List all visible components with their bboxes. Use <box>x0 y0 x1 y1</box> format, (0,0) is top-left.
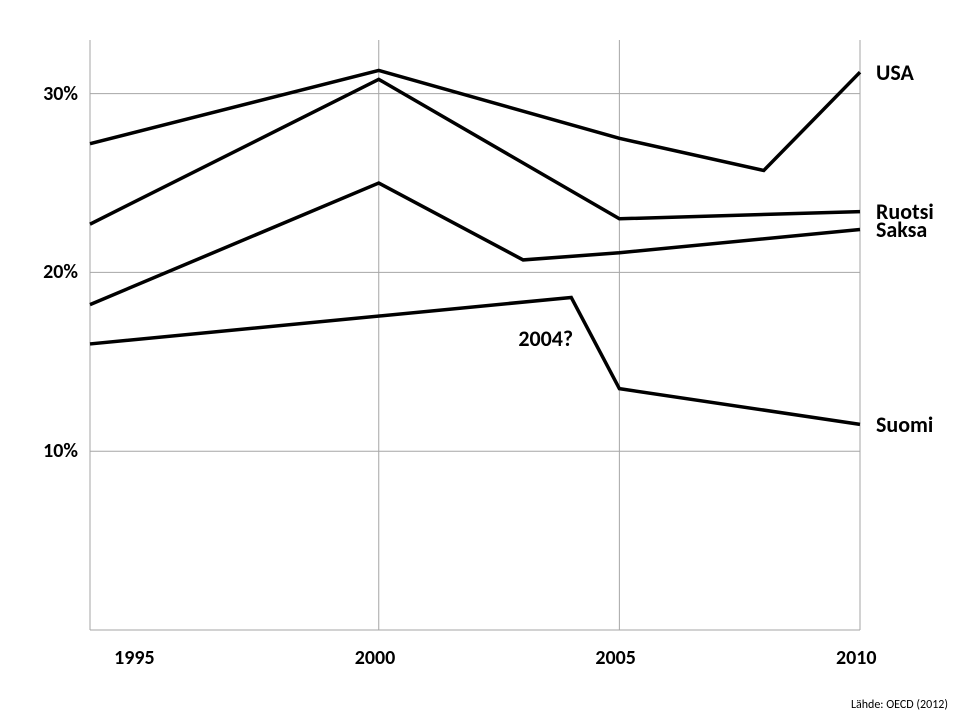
series-label-usa: USA <box>876 59 914 86</box>
x-tick-label: 2000 <box>355 646 396 670</box>
series-saksa <box>90 183 860 305</box>
line-chart <box>0 0 960 720</box>
series-label-saksa: Saksa <box>876 216 927 243</box>
x-tick-label: 1995 <box>114 646 155 670</box>
y-tick-label: 20% <box>43 260 78 284</box>
series-label-suomi: Suomi <box>876 411 933 438</box>
source-text: Lähde: OECD (2012) <box>851 698 948 712</box>
series-suomi <box>90 297 860 424</box>
x-tick-label: 2010 <box>836 646 877 670</box>
x-tick-label: 2005 <box>595 646 636 670</box>
series-ruotsi <box>90 79 860 224</box>
y-tick-label: 10% <box>43 439 78 463</box>
y-tick-label: 30% <box>43 82 78 106</box>
series-usa <box>90 70 860 170</box>
annotation-2004: 2004? <box>518 325 573 352</box>
